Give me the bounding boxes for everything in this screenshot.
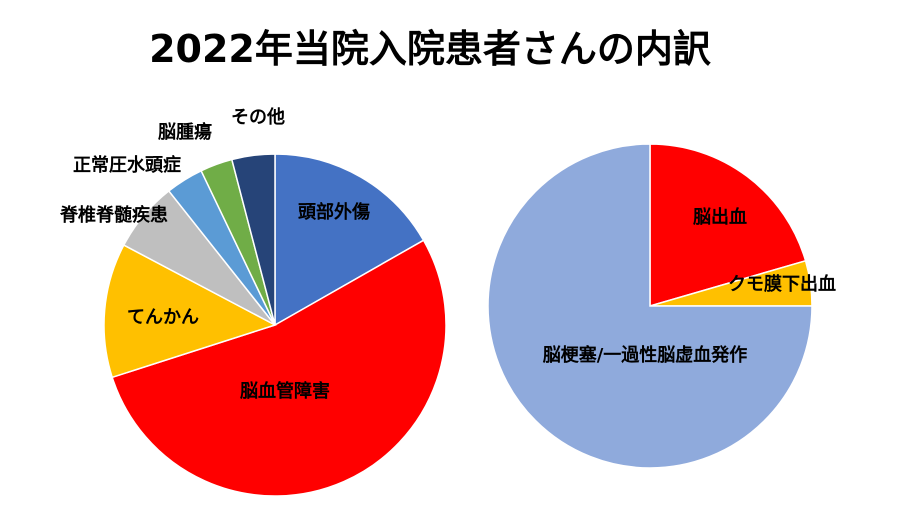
pie-1-label-2: 脳梗塞/一過性脳虚血発作 [543,344,748,366]
pie-1-slice-2 [487,143,813,469]
pie-1-label-1: クモ膜下出血 [728,273,836,295]
pie-0-slice-2 [103,244,277,379]
pie-chart-left [103,153,447,497]
pie-0-label-3: 脊椎脊髄疾患 [59,204,168,226]
pie-0-label-6: その他 [231,106,285,128]
pie-1-slice-0 [649,143,807,307]
pie-0-label-5: 脳腫瘍 [158,121,212,143]
pie-chart-right [487,143,813,469]
chart-title: 2022年当院入院患者さんの内訳 [149,27,711,71]
pie-0-label-2: てんかん [127,307,199,328]
pie-0-slice-0 [274,153,425,327]
pie-0-label-0: 頭部外傷 [298,201,370,223]
pie-0-label-4: 正常圧水頭症 [73,154,181,176]
pie-0-slice-6 [230,153,276,326]
pie-0-slice-1 [111,239,447,497]
pie-1-label-0: 脳出血 [693,206,747,228]
pie-0-label-1: 脳血管障害 [240,380,330,402]
